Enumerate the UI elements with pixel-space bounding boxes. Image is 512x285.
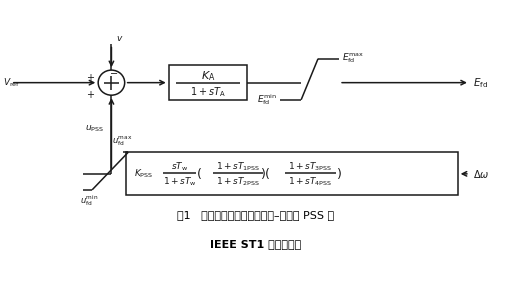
Text: IEEE ST1 型励磁系统: IEEE ST1 型励磁系统 bbox=[210, 239, 302, 249]
Text: $1+sT_\mathrm{4PSS}$: $1+sT_\mathrm{4PSS}$ bbox=[288, 176, 332, 188]
Text: $\Delta\omega$: $\Delta\omega$ bbox=[473, 168, 489, 180]
Text: −: − bbox=[110, 68, 118, 79]
Text: $E_\mathrm{fd}^\mathrm{max}$: $E_\mathrm{fd}^\mathrm{max}$ bbox=[342, 52, 364, 66]
Text: $K_\mathrm{A}$: $K_\mathrm{A}$ bbox=[201, 70, 215, 83]
Text: 图1   带有传统结构固定的超前–滞后型 PSS 的: 图1 带有传统结构固定的超前–滞后型 PSS 的 bbox=[178, 210, 334, 221]
Text: $($: $($ bbox=[196, 166, 202, 181]
Text: $sT_\mathrm{w}$: $sT_\mathrm{w}$ bbox=[171, 161, 188, 173]
Text: $E_\mathrm{fd}$: $E_\mathrm{fd}$ bbox=[473, 76, 488, 89]
Text: $1+sT_\mathrm{3PSS}$: $1+sT_\mathrm{3PSS}$ bbox=[288, 161, 332, 173]
Text: +: + bbox=[87, 73, 94, 83]
Text: $)($: $)($ bbox=[260, 166, 270, 181]
Text: $K_\mathrm{PSS}$: $K_\mathrm{PSS}$ bbox=[134, 168, 153, 180]
Text: $E_\mathrm{fd}^\mathrm{min}$: $E_\mathrm{fd}^\mathrm{min}$ bbox=[257, 92, 277, 107]
Text: $)$: $)$ bbox=[336, 166, 342, 181]
Text: $1+sT_\mathrm{2PSS}$: $1+sT_\mathrm{2PSS}$ bbox=[216, 176, 260, 188]
Text: $1+sT_\mathrm{w}$: $1+sT_\mathrm{w}$ bbox=[162, 176, 197, 188]
Text: $u_\mathrm{PSS}$: $u_\mathrm{PSS}$ bbox=[85, 123, 104, 133]
Text: $u_\mathrm{fd}^\mathrm{max}$: $u_\mathrm{fd}^\mathrm{max}$ bbox=[112, 135, 133, 148]
Text: +: + bbox=[87, 90, 94, 100]
Bar bbox=[126, 152, 458, 195]
Text: $1+sT_\mathrm{A}$: $1+sT_\mathrm{A}$ bbox=[190, 85, 226, 99]
Text: $V_\mathrm{ref}$: $V_\mathrm{ref}$ bbox=[3, 76, 20, 89]
Text: $1+sT_\mathrm{1PSS}$: $1+sT_\mathrm{1PSS}$ bbox=[216, 161, 260, 173]
Bar bbox=[168, 65, 247, 100]
Text: $u_\mathrm{fd}^\mathrm{min}$: $u_\mathrm{fd}^\mathrm{min}$ bbox=[80, 193, 98, 208]
Text: $v$: $v$ bbox=[116, 34, 124, 43]
